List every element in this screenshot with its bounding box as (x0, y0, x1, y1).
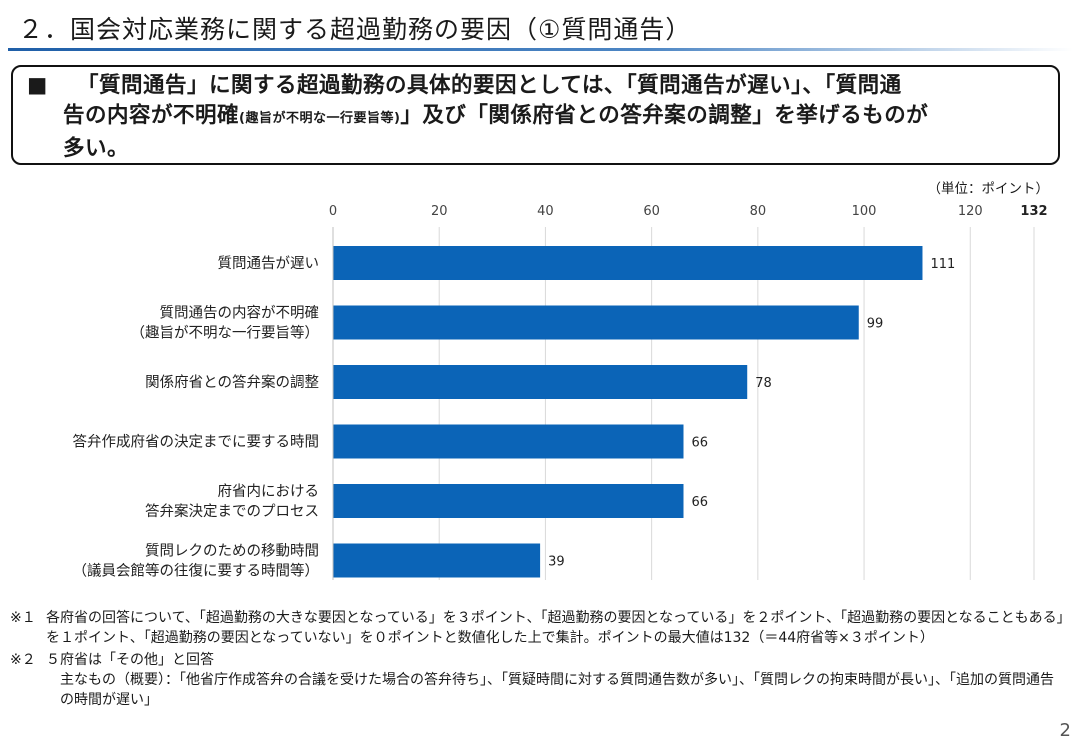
category-label: 質問通告が遅い (218, 254, 320, 272)
bar (333, 365, 748, 399)
footnotes: ※１ 各府省の回答について、「超過勤務の大きな要因となっている」を３ポイント、「… (10, 608, 1065, 710)
page-number: 2 (1059, 720, 1071, 741)
footnote-2-mark: ※２ (10, 652, 36, 668)
bar-chart: 0 20 40 60 80 100 120 132 111 質問通告が遅い 99 質問通告の内容が不明… (73, 204, 1048, 580)
bar (333, 424, 684, 459)
category-label: 答弁作成府省の決定までに要する時間 (73, 434, 320, 451)
category-label: 関係府省との答弁案の調整 (145, 373, 319, 391)
summary-box: ■ 「質問通告」に関する超過勤務の具体的要因としては、「質問通告が遅い」、「質問通… (11, 65, 1060, 165)
bar (333, 484, 684, 518)
category-label: （議員会館等の往復に要する時間等） (73, 562, 320, 580)
x-tick-label: 120 (958, 204, 983, 219)
x-tick-label: 60 (643, 204, 660, 219)
summary-line-2-small: (趣旨が不明な一行要旨等) (239, 111, 401, 126)
x-tick-label: 20 (431, 204, 448, 219)
category-label: 質問通告の内容が不明確 (160, 304, 320, 322)
bar (333, 543, 541, 578)
page-title: ２．国会対応業務に関する超過勤務の要因（①質問通告） (18, 15, 692, 44)
data-label: 66 (692, 495, 709, 510)
title-underline (8, 48, 1073, 51)
summary-line-3: 多い。 (63, 136, 130, 161)
data-label: 78 (755, 376, 772, 391)
footnote-2-text: ５府省は「その他」と回答 (46, 652, 214, 668)
footnote-2-sub: 主なもの（概要）：「他省庁作成答弁の合議を受けた場合の答弁待ち」、「質疑時間に対… (60, 672, 1054, 708)
data-label: 66 (692, 436, 709, 451)
x-tick-label: 100 (852, 204, 877, 219)
data-label: 111 (930, 257, 955, 272)
summary-line-2-b: 」及び「関係府省との答弁案の調整」を挙げるものが (400, 103, 929, 128)
x-tick-label: 40 (537, 204, 554, 219)
summary-bullet: ■ (27, 73, 48, 98)
footnote-1-mark: ※１ (10, 610, 36, 626)
category-label: 質問レクのための移動時間 (145, 542, 319, 560)
unit-label: （単位：ポイント） (927, 181, 1050, 197)
footnote-1-text: 各府省の回答について、「超過勤務の大きな要因となっている」を３ポイント、「超過勤… (46, 610, 1064, 646)
summary-line-1: 「質問通告」に関する超過勤務の具体的要因としては、「質問通告が遅い」、「質問通 (77, 73, 902, 98)
footnote-2-body: ５府省は「その他」と回答 主なもの（概要）：「他省庁作成答弁の合議を受けた場合の… (46, 650, 1065, 710)
footnote-2: ※２ ５府省は「その他」と回答 主なもの（概要）：「他省庁作成答弁の合議を受けた… (10, 650, 1065, 710)
category-label: 答弁案決定までのプロセス (145, 502, 319, 520)
category-label: 府省内における (218, 483, 320, 500)
data-label: 99 (867, 317, 884, 332)
bar (333, 305, 859, 340)
category-label: （趣旨が不明な一行要旨等） (131, 324, 320, 342)
bar (333, 246, 923, 280)
x-max-label: 132 (1020, 204, 1047, 219)
summary-line-2-a: 告の内容が不明確 (63, 103, 240, 128)
footnote-1: ※１ 各府省の回答について、「超過勤務の大きな要因となっている」を３ポイント、「… (10, 608, 1065, 648)
data-label: 39 (548, 555, 565, 570)
x-tick-label: 0 (329, 204, 337, 219)
summary-line-2: 告の内容が不明確(趣旨が不明な一行要旨等)」及び「関係府省との答弁案の調整」を挙… (27, 101, 1044, 134)
x-tick-label: 80 (750, 204, 767, 219)
